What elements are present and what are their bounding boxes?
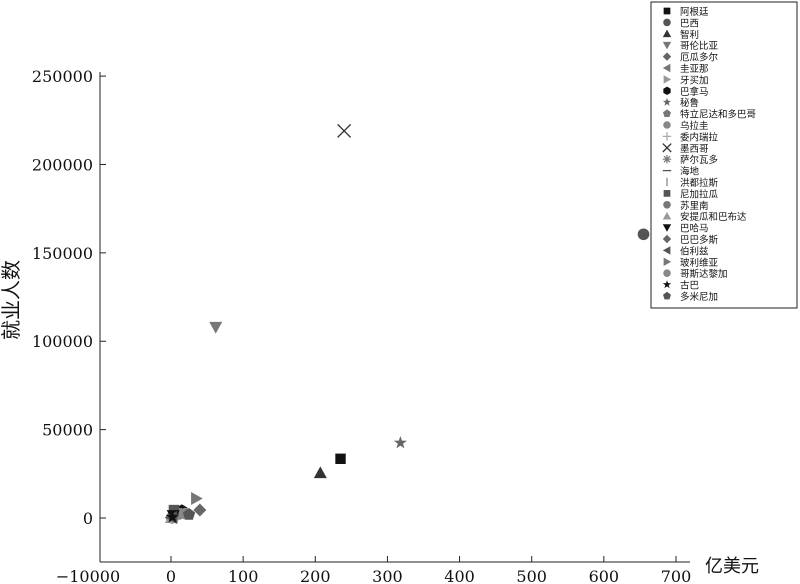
data-point (193, 503, 207, 517)
y-tick-label: 100000 (32, 332, 93, 351)
x-tick-label: 500 (516, 567, 547, 584)
data-point (637, 228, 650, 241)
legend-marker (662, 97, 672, 106)
legend-marker (662, 132, 672, 141)
y-tick-label: 50000 (42, 421, 93, 440)
legend-label: 圭亚那 (680, 63, 709, 75)
legend-label: 委内瑞拉 (680, 131, 719, 143)
legend-marker (663, 7, 671, 15)
y-axis-label: 就业人数 (0, 260, 23, 340)
legend-marker (663, 291, 671, 300)
x-tick-label: 100 (228, 567, 259, 584)
legend-label: 秘鲁 (680, 97, 699, 109)
legend-label: 哥伦比亚 (680, 40, 719, 52)
legend-marker (662, 224, 672, 232)
legend-marker (662, 41, 672, 50)
legend-marker (662, 212, 672, 220)
legend-marker (663, 269, 671, 277)
legend-label: 巴巴多斯 (680, 234, 719, 246)
legend-marker (662, 143, 672, 153)
data-point (313, 466, 327, 479)
legend-marker (662, 246, 671, 255)
legend-marker (663, 18, 671, 27)
x-tick-label: −10000 (56, 567, 120, 584)
legend-marker (663, 190, 671, 197)
legend-marker (663, 86, 671, 95)
legend-marker (663, 201, 671, 209)
legend-label: 海地 (680, 166, 700, 178)
y-tick-label: 250000 (32, 67, 93, 86)
legend: 阿根廷巴西智利哥伦比亚厄瓜多尔圭亚那牙买加巴拿马秘鲁特立尼达和多巴哥乌拉圭委内瑞… (650, 1, 798, 309)
legend-label: 巴西 (680, 18, 699, 29)
legend-marker (663, 121, 671, 129)
data-points (164, 123, 650, 524)
legend-label: 牙买加 (680, 75, 709, 86)
data-point (393, 436, 407, 449)
y-tick-label: 150000 (32, 244, 93, 263)
legend-marker (663, 75, 672, 84)
axes (99, 72, 690, 563)
legend-label: 萨尔瓦多 (680, 154, 718, 166)
data-point (168, 504, 180, 516)
legend-marker (662, 234, 672, 244)
legend-label: 苏里南 (680, 200, 709, 212)
legend-label: 伯利兹 (680, 245, 709, 257)
data-point (165, 510, 179, 523)
legend-marker (662, 63, 671, 73)
legend-marker (662, 29, 672, 38)
legend-label: 多米尼加 (680, 291, 718, 303)
x-tick-label: 700 (661, 567, 692, 584)
data-point (182, 507, 196, 520)
legend-marker (662, 280, 672, 289)
data-point (337, 123, 352, 138)
legend-marker (663, 257, 672, 266)
legend-marker (662, 52, 672, 61)
y-tick-label: 200000 (32, 155, 93, 174)
x-tick-label: 400 (444, 567, 475, 584)
legend-label: 洪都拉斯 (680, 177, 719, 189)
legend-box (650, 1, 798, 309)
legend-label: 巴哈马 (680, 223, 709, 235)
legend-label: 古巴 (680, 280, 699, 292)
legend-marker (662, 155, 672, 164)
legend-label: 玻利维亚 (680, 257, 719, 269)
x-tick-label: 200 (300, 567, 331, 584)
legend-label: 智利 (680, 29, 699, 41)
x-tick-label: 0 (166, 567, 176, 584)
legend-label: 乌拉圭 (680, 120, 709, 132)
legend-label: 厄瓜多尔 (680, 52, 719, 64)
y-ticks: 0 50000 100000 150000 200000 250000 (32, 67, 106, 528)
x-ticks: −10000 0 100 200 300 400 500 600 700 (56, 556, 691, 584)
legend-label: 特立尼达和多巴哥 (680, 109, 756, 121)
legend-label: 墨西哥 (680, 144, 709, 155)
x-tick-label: 600 (589, 567, 620, 584)
legend-label: 尼加拉瓜 (680, 188, 719, 200)
legend-label: 安提瓜和巴布达 (680, 211, 747, 223)
x-tick-label: 300 (372, 567, 403, 584)
legend-label: 巴拿马 (680, 86, 709, 98)
x-axis-label: 亿美元 (705, 556, 759, 577)
data-point (335, 453, 346, 464)
y-tick-label: 0 (83, 509, 93, 528)
legend-label: 哥斯达黎加 (680, 268, 728, 280)
legend-label: 阿根廷 (680, 6, 709, 18)
legend-marker (663, 109, 671, 117)
data-point (191, 492, 203, 506)
data-point (209, 321, 223, 334)
